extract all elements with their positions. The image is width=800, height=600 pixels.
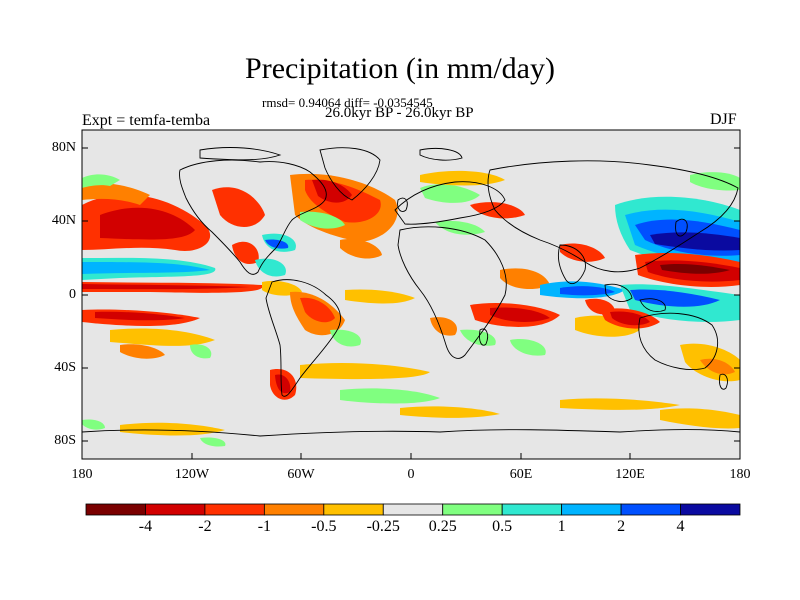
- lon-tick-label: 180: [71, 467, 93, 482]
- colorbar-label: -4: [138, 518, 153, 535]
- colorbar-swatch: [85, 503, 146, 516]
- colorbar-label: 2: [617, 518, 626, 535]
- period-line: 26.0kyr BP - 26.0kyr BP: [325, 105, 474, 121]
- colorbar-swatch: [620, 503, 681, 516]
- map-title: Precipitation (in mm/day): [245, 52, 555, 85]
- colorbar-label: 0.5: [492, 518, 513, 535]
- season-label: DJF: [710, 111, 737, 128]
- experiment-label: Expt = temfa-temba: [82, 112, 211, 129]
- colorbar-swatch: [442, 503, 503, 516]
- colorbar-swatch: [382, 503, 444, 516]
- anomaly-fields: [82, 170, 740, 447]
- colorbar-label: -0.5: [311, 518, 337, 535]
- lon-tick-label: 180: [729, 467, 751, 482]
- colorbar-swatch: [680, 503, 741, 516]
- colorbar-swatch: [501, 503, 563, 516]
- lat-tick-label: 0: [69, 287, 76, 302]
- colorbar-label: 4: [676, 518, 685, 535]
- lon-tick-label: 120W: [174, 467, 210, 482]
- colorbar-swatch: [145, 503, 206, 516]
- lat-tick-label: 40N: [51, 213, 76, 228]
- lat-tick-label: 80S: [54, 433, 76, 448]
- lon-tick-label: 60W: [287, 467, 315, 482]
- lon-tick-label: 60E: [509, 467, 533, 482]
- lon-tick-label: 120E: [615, 467, 645, 482]
- stats-line: rmsd= 0.94064 diff= -0.0354545: [262, 95, 433, 110]
- colorbar-label: 1: [557, 518, 566, 535]
- plot-area: [82, 130, 740, 459]
- colorbar-swatch: [204, 503, 265, 516]
- colorbar-label: -1: [257, 518, 272, 535]
- colorbar-swatch: [323, 503, 384, 516]
- colorbar: [85, 503, 741, 516]
- colorbar-swatch: [561, 503, 622, 516]
- lat-tick-label: 40S: [54, 360, 76, 375]
- axis-ticks: [81, 147, 741, 459]
- lat-tick-label: 80N: [51, 140, 76, 155]
- colorbar-label: -2: [198, 518, 212, 535]
- lon-tick-label: 0: [407, 467, 415, 482]
- colorbar-label: 0.25: [428, 518, 457, 535]
- coastlines: [82, 147, 740, 437]
- colorbar-swatch: [263, 503, 325, 516]
- colorbar-label: -0.25: [366, 518, 400, 535]
